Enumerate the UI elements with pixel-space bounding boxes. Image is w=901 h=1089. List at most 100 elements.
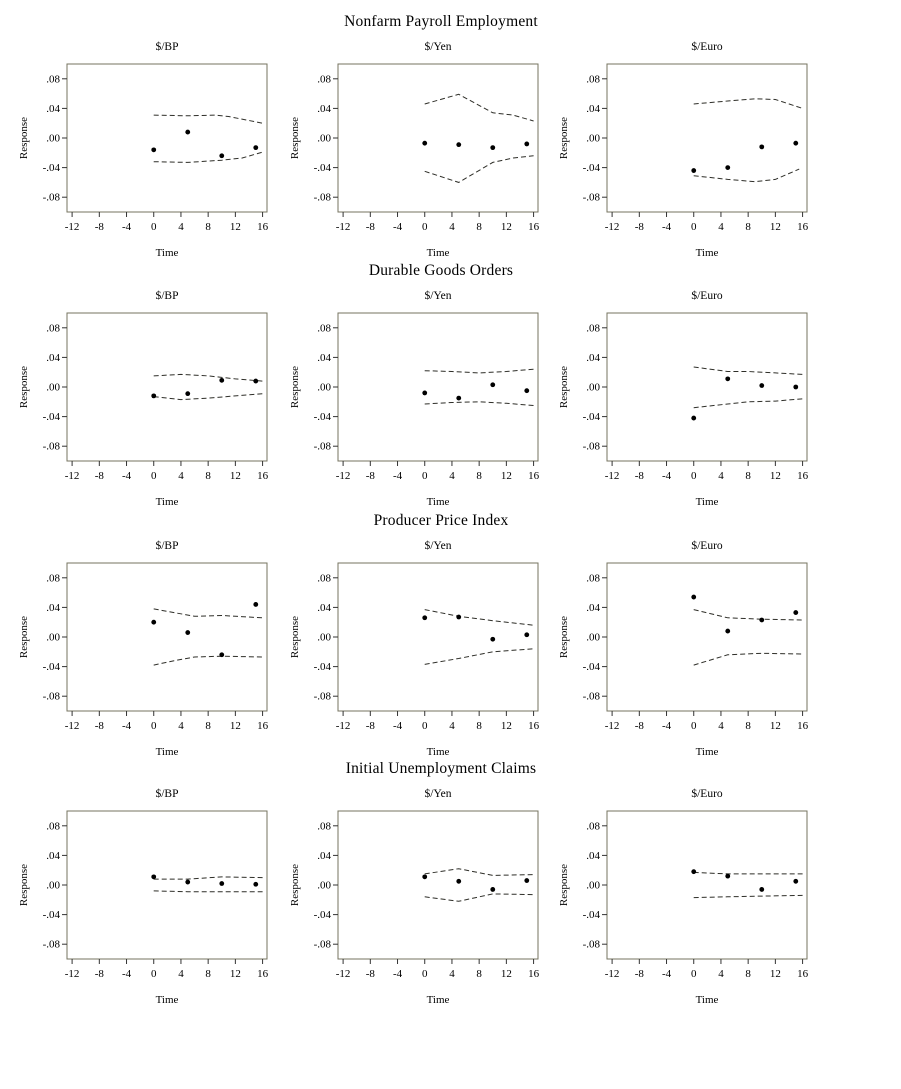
plot-frame <box>66 562 268 712</box>
x-tick-label: 8 <box>476 720 482 732</box>
chart-panel-durable-bp: $/BP Response .08 .04 .00 -.04 -.08 -12 -8 -4 0 4 8 1… <box>18 289 269 508</box>
confidence-band-upper <box>153 114 263 124</box>
y-axis-label: Response <box>558 117 570 159</box>
y-axis-label: Response <box>558 616 570 658</box>
plot-frame <box>606 810 808 960</box>
y-tick-label: .00 <box>46 632 60 644</box>
panel-title: $/BP <box>155 787 178 800</box>
data-point <box>151 619 157 625</box>
x-tick-label: 0 <box>422 968 428 980</box>
x-tick-label: -4 <box>662 968 672 980</box>
x-tick-label: 8 <box>745 720 751 732</box>
panel-title: $/BP <box>155 40 178 53</box>
chart-panel-ppi-euro: $/Euro Response .08 .04 .00 -.04 -.08 -12 -8 -4 0 4… <box>558 539 809 758</box>
confidence-band-lower <box>424 155 534 183</box>
x-tick-label: -8 <box>635 221 645 233</box>
y-tick-label: -.08 <box>314 441 332 453</box>
data-point <box>253 378 259 384</box>
data-point <box>490 382 496 388</box>
x-tick-label: -8 <box>95 470 105 482</box>
y-tick-label: -.08 <box>314 192 332 204</box>
x-tick-label: 4 <box>178 470 184 482</box>
x-tick-label: 0 <box>691 221 697 233</box>
figure-row-durable-goods: Durable Goods Orders $/BP Response .08 .04.… <box>0 249 901 509</box>
y-tick-label: -.04 <box>43 661 61 673</box>
y-tick-label: -.08 <box>583 192 601 204</box>
data-point <box>793 610 799 615</box>
x-tick-label: -12 <box>605 470 620 482</box>
x-axis-label: Time <box>156 994 179 1006</box>
x-tick-label: 0 <box>422 221 428 233</box>
confidence-band-lower <box>153 890 263 893</box>
x-tick-label: 4 <box>449 221 455 233</box>
data-point <box>151 874 157 880</box>
x-tick-label: 4 <box>178 968 184 980</box>
x-tick-label: 4 <box>449 720 455 732</box>
data-point <box>524 878 530 883</box>
data-point <box>456 395 462 401</box>
x-tick-label: 16 <box>797 968 809 980</box>
y-tick-label: -.04 <box>583 162 601 174</box>
x-tick-label: -12 <box>336 221 351 233</box>
x-tick-label: 16 <box>797 470 809 482</box>
y-tick-label: .08 <box>46 572 60 584</box>
x-tick-label: -8 <box>635 720 645 732</box>
x-tick-label: -4 <box>662 221 672 233</box>
x-tick-label: 8 <box>205 470 211 482</box>
data-point <box>725 873 731 879</box>
x-tick-label: 8 <box>205 720 211 732</box>
y-axis-label: Response <box>18 616 30 658</box>
x-tick-label: 0 <box>151 968 157 980</box>
confidence-band-lower <box>153 151 263 163</box>
data-point <box>725 376 731 382</box>
chart-panel-durable-euro: $/Euro Response .08 .04 .00 -.04 -.08 -12 -8 -4 0 4… <box>558 289 809 508</box>
x-tick-label: 12 <box>770 221 781 233</box>
data-point <box>185 879 191 885</box>
y-axis-label: Response <box>289 616 301 658</box>
x-tick-label: 4 <box>178 720 184 732</box>
data-point <box>524 388 530 394</box>
y-tick-label: -.08 <box>43 441 61 453</box>
confidence-band-upper <box>693 366 803 375</box>
x-tick-label: -4 <box>122 221 132 233</box>
chart-panel-ppi-bp: $/BP Response .08 .04 .00 -.04 -.08 -12 -8 -4 0 4 8 1… <box>18 539 269 758</box>
y-tick-label: -.08 <box>43 192 61 204</box>
confidence-band-upper <box>153 608 263 619</box>
y-tick-label: -.04 <box>314 661 332 673</box>
y-tick-label: .04 <box>317 850 331 862</box>
data-point <box>759 617 765 623</box>
x-tick-label: 8 <box>745 221 751 233</box>
plot-frame <box>66 312 268 462</box>
data-point <box>253 881 259 887</box>
y-axis-label: Response <box>558 366 570 408</box>
y-tick-label: .08 <box>317 572 331 584</box>
confidence-band-lower <box>693 894 803 899</box>
y-tick-label: -.08 <box>583 441 601 453</box>
x-tick-label: -8 <box>635 470 645 482</box>
figure-row-producer-price: Producer Price Index $/BP Response .08 .04.… <box>0 499 901 759</box>
x-tick-label: 16 <box>257 470 269 482</box>
x-tick-label: 8 <box>745 968 751 980</box>
y-tick-label: .04 <box>46 103 60 115</box>
confidence-band-upper <box>153 373 263 382</box>
y-tick-label: -.04 <box>314 162 332 174</box>
x-tick-label: 0 <box>151 720 157 732</box>
x-tick-label: -4 <box>122 470 132 482</box>
figure-row-nonfarm-payroll: Nonfarm Payroll Employment $/BP Response.… <box>0 0 901 260</box>
data-point <box>759 144 765 150</box>
data-point <box>253 145 259 151</box>
x-tick-label: 12 <box>230 968 241 980</box>
y-axis-label: Response <box>18 864 30 906</box>
y-tick-label: -.08 <box>314 939 332 951</box>
confidence-band-upper <box>693 871 803 875</box>
data-point <box>422 615 428 621</box>
y-tick-label: .00 <box>46 880 60 892</box>
y-tick-label: -.04 <box>583 411 601 423</box>
x-tick-label: 16 <box>528 470 540 482</box>
data-point <box>151 393 157 399</box>
x-axis-label: Time <box>156 247 179 259</box>
x-tick-label: 0 <box>691 720 697 732</box>
x-tick-label: 16 <box>257 720 269 732</box>
y-tick-label: .08 <box>586 572 600 584</box>
